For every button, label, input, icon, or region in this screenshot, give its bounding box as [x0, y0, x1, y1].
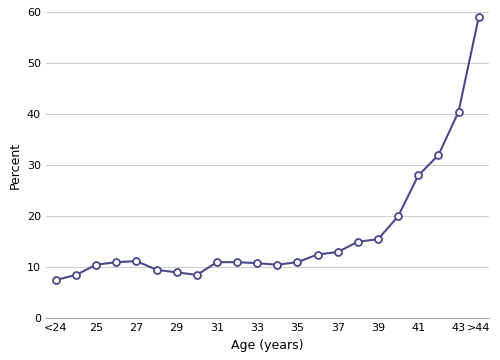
- X-axis label: Age (years): Age (years): [231, 339, 304, 352]
- Y-axis label: Percent: Percent: [8, 142, 22, 189]
